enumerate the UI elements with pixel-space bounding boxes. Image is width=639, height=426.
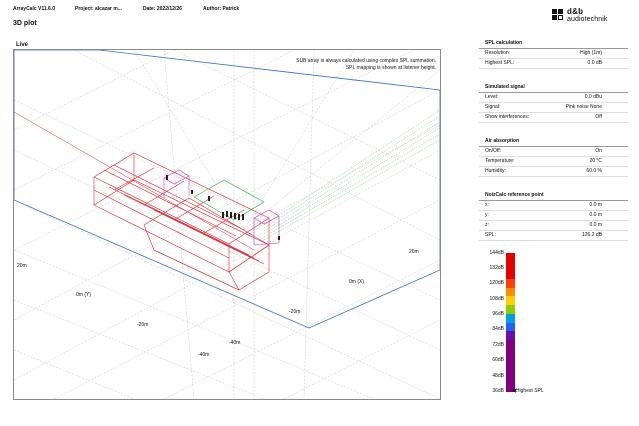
plot-canvas[interactable] — [14, 50, 440, 399]
legend-tick: 96dB — [492, 311, 504, 317]
floor-plane — [14, 50, 440, 329]
panel-row: Show interferences: Off — [479, 113, 628, 123]
panel-row: Humidity: 60.0 % — [479, 167, 628, 177]
legend-tick: 48dB — [492, 373, 504, 379]
panel-title: SPL calculation — [479, 38, 628, 49]
legend-color-segment — [506, 357, 515, 366]
axis-label: -20m — [289, 309, 301, 315]
legend-tick: 72dB — [492, 342, 504, 348]
panel-row: Signal: Pink noise None — [479, 103, 628, 113]
project-name: Project: alcazar m... — [75, 6, 122, 12]
panel-row: Resolution: High (1m) — [479, 49, 628, 59]
panel-row: Temperature: 20 °C — [479, 157, 628, 167]
stage-outline — [193, 179, 265, 221]
legend-color-segment — [506, 261, 515, 271]
legend-color-segment — [506, 374, 515, 384]
axis-label: -40m — [198, 352, 210, 358]
axis-label: -20m — [137, 322, 149, 328]
axis-label: 0m (X) — [349, 279, 364, 285]
legend-color-segment — [506, 270, 515, 280]
axis-label: 0m (Y) — [76, 292, 91, 298]
panel-row: y: 0.0 m — [479, 211, 628, 221]
legend-color-segment — [506, 253, 515, 262]
coverage-lines — [263, 109, 440, 241]
panel-title: NoizCalc reference point — [479, 190, 628, 201]
panel-spl-calculation: SPL calculation Resolution: High (1m) Hig… — [479, 38, 628, 69]
axis-label: -40m — [229, 340, 241, 346]
x-axis-line — [14, 111, 255, 251]
page-title: 3D plot — [13, 20, 37, 27]
legend-color-segment — [506, 322, 515, 332]
legend-tick: 60dB — [492, 357, 504, 363]
panel-row: z: 0.0 m — [479, 221, 628, 231]
spl-color-scale — [506, 253, 515, 392]
legend-color-segment — [506, 313, 515, 323]
legend-color-segment — [506, 305, 515, 314]
report-date: Date: 2022/12/26 — [143, 6, 182, 12]
legend-tick: 84dB — [492, 326, 504, 332]
legend-color-segment — [506, 348, 515, 358]
legend-color-segment — [506, 296, 515, 306]
spl-color-legend: 144dB 132dB 120dB 108dB 96dB 84dB 72dB 6… — [480, 250, 560, 400]
logo-text-1: d&b — [567, 7, 584, 16]
panel-title: Simulated signal — [479, 82, 628, 93]
highest-spl-marker: ◀Highest SPL — [512, 388, 544, 394]
view-label: Live — [16, 42, 29, 48]
legend-color-segment — [506, 279, 515, 288]
legend-color-segment — [506, 383, 515, 392]
panel-air-absorption: Air absorption On/Off: On Temperature: 20 … — [479, 136, 628, 177]
grid-lines — [14, 50, 440, 399]
loudspeaker-icons — [166, 175, 280, 240]
legend-tick: 120dB — [489, 280, 504, 286]
panel-row: On/Off: On — [479, 147, 628, 157]
logo-text-2: audiotechnik — [567, 16, 608, 23]
legend-tick: 132dB — [489, 265, 504, 271]
venue-model — [93, 152, 270, 291]
legend-tick: 108dB — [489, 296, 504, 302]
plot-note-2: SPL mapping is shown at listener height. — [345, 65, 436, 71]
report-header: ArrayCalc V11.6.0 Project: alcazar m... … — [0, 0, 639, 38]
panel-row: Highest SPL: 0.0 dB — [479, 59, 628, 69]
legend-tick: 144dB — [489, 250, 504, 256]
panel-simulated-signal: Simulated signal Level: 0.0 dBu Signal: Pi… — [479, 82, 628, 123]
axis-label: 20m — [409, 249, 419, 255]
panel-title: Air absorption — [479, 136, 628, 147]
db-audiotechnik-logo: d&b audiotechnik — [552, 7, 620, 27]
axis-label: 20m — [17, 263, 27, 269]
logo-squares-icon — [552, 9, 564, 21]
legend-color-segment — [506, 339, 515, 349]
panel-row: x: 0.0 m — [479, 201, 628, 211]
legend-color-segment — [506, 365, 515, 375]
panel-row: Level: 0.0 dBu — [479, 93, 628, 103]
panel-row: SPL: 126.2 dB — [479, 231, 628, 241]
legend-tick: 36dB — [492, 388, 504, 394]
app-version: ArrayCalc V11.6.0 — [13, 6, 55, 12]
plot-viewport[interactable]: SUB array is always calculated using com… — [13, 49, 441, 400]
panel-noizcalc-reference: NoizCalc reference point x: 0.0 m y: 0.0 m… — [479, 190, 628, 241]
legend-color-segment — [506, 331, 515, 340]
plot-note-1: SUB array is always calculated using com… — [296, 58, 436, 64]
report-author: Author: Patrick — [203, 6, 240, 12]
legend-color-segment — [506, 287, 515, 297]
